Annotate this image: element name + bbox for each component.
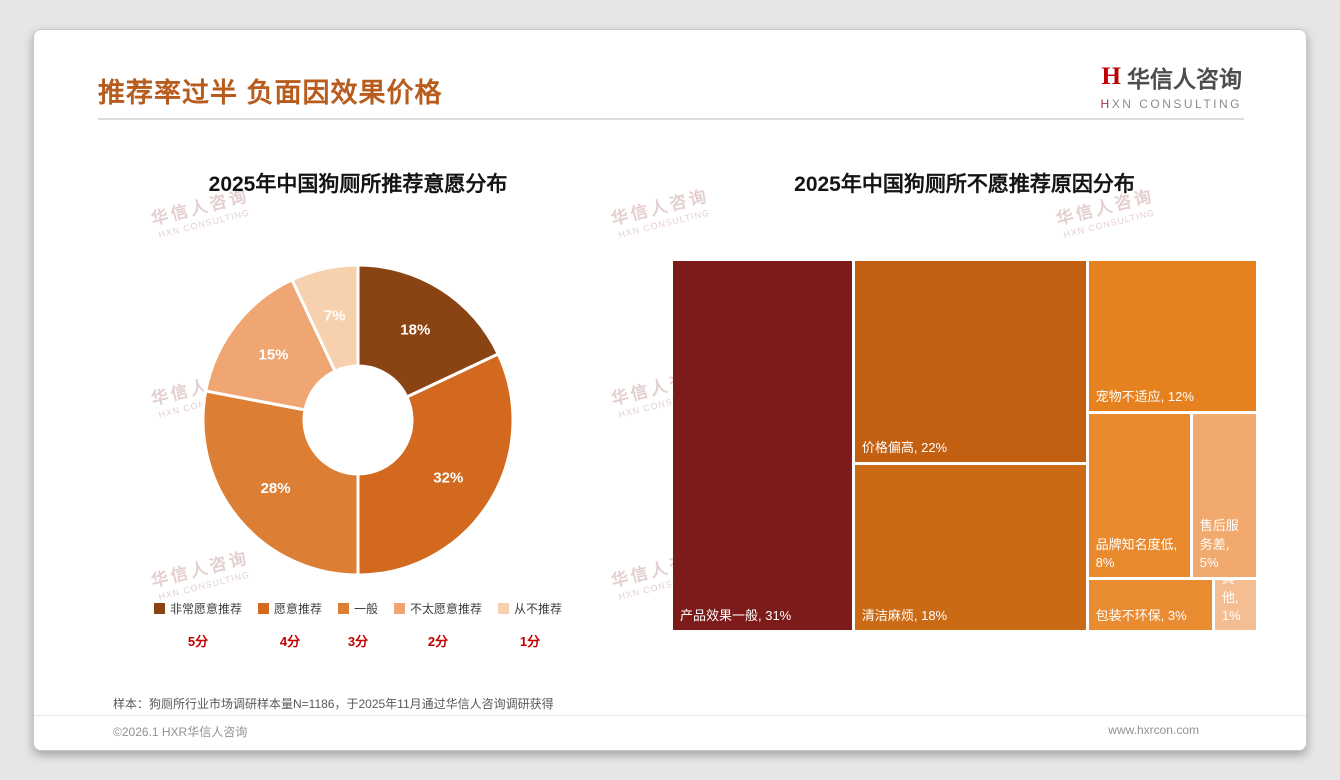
donut-value-label: 18% (400, 322, 430, 339)
footer-divider (34, 715, 1306, 716)
treemap-cell-label: 包装不环保, 3% (1095, 607, 1187, 623)
donut-value-label: 28% (261, 480, 291, 497)
donut-chart-title: 2025年中国狗厕所推荐意愿分布 (208, 173, 508, 196)
legend-col: 从不推荐 1分 (498, 600, 562, 650)
treemap-cell-cleaning: 清洁麻烦, 18% (854, 465, 1086, 630)
treemap-cell-pet-adaptation: 宠物不适应, 12% (1088, 261, 1256, 412)
treemap-cell-brand-awareness: 品牌知名度低, 8% (1088, 414, 1190, 577)
treemap-row: 品牌知名度低, 8% 售后服务差, 5% (1088, 414, 1256, 577)
legend-col: 愿意推荐 4分 (257, 600, 322, 650)
treemap-cell-price: 价格偏高, 22% (854, 261, 1086, 463)
legend-swatch (337, 603, 349, 614)
logo-en-rest: XN CONSULTING (1111, 97, 1242, 111)
legend-swatch (153, 603, 165, 614)
legend-score: 5分 (187, 634, 209, 649)
legend-score: 2分 (427, 634, 449, 649)
legend-score: 4分 (279, 634, 301, 649)
legend-item: 非常愿意推荐 (153, 600, 242, 617)
treemap-cell-label: 其他, 1% (1221, 580, 1241, 623)
donut-value-label: 15% (258, 346, 288, 363)
treemap-cell-label: 清洁麻烦, 18% (861, 607, 948, 623)
treemap-cell-packaging: 包装不环保, 3% (1088, 579, 1212, 630)
legend-swatch (394, 603, 405, 614)
logo-text-en: HXN CONSULTING (1101, 97, 1242, 111)
legend-col: 一般 3分 (337, 600, 378, 650)
page-title: 推荐率过半 负面因效果价格 (98, 78, 443, 108)
treemap-column-right: 宠物不适应, 12% 品牌知名度低, 8% 售后服务差, 5% 包装不环保, 3… (1088, 261, 1256, 630)
legend-label: 一般 (353, 602, 378, 616)
treemap-cell-other: 其他, 1% (1214, 579, 1256, 630)
legend-swatch (257, 603, 269, 614)
donut-value-label: 32% (433, 469, 463, 486)
legend-item: 愿意推荐 (257, 600, 322, 617)
legend-item: 不太愿意推荐 (394, 600, 482, 617)
donut-segment-2 (201, 389, 360, 577)
legend-label: 不太愿意推荐 (410, 602, 483, 616)
legend-score: 1分 (519, 634, 541, 649)
donut-chart: 18% 32% 28% 15% 7% (201, 263, 515, 577)
sample-note: 样本：狗厕所行业市场调研样本量N=1186，于2025年11月通过华信人咨询调研… (113, 697, 554, 711)
legend-score: 3分 (347, 634, 369, 649)
treemap-column-middle: 价格偏高, 22% 清洁麻烦, 18% (854, 261, 1086, 630)
legend-label: 从不推荐 (514, 602, 563, 616)
legend-item: 一般 (337, 600, 378, 617)
legend-item: 从不推荐 (498, 600, 562, 617)
donut-segment-4 (290, 263, 360, 374)
treemap-cell-label: 价格偏高, 22% (861, 440, 948, 456)
legend-label: 愿意推荐 (273, 602, 322, 616)
treemap-cell-label: 产品效果一般, 31% (680, 607, 792, 623)
treemap-cell-after-sales: 售后服务差, 5% (1192, 414, 1256, 577)
treemap-cell-label: 品牌知名度低, 8% (1095, 536, 1178, 570)
legend-col: 非常愿意推荐 5分 (153, 600, 242, 650)
logo-en-first: H (1100, 97, 1112, 111)
treemap-cell-effect: 产品效果一般, 31% (673, 261, 852, 630)
logo-icon: H (1101, 63, 1121, 90)
slide: 华信人咨询 HXN CONSULTING 华信人咨询 HXN CONSULTING 华信… (33, 29, 1307, 751)
website-url: www.hxrcon.com (1108, 723, 1199, 737)
donut-value-label: 7% (324, 308, 346, 325)
title-divider (98, 118, 1244, 120)
pie-legend: 非常愿意推荐 5分 愿意推荐 4分 一般 3分 不太愿意推荐 2分 (73, 600, 643, 650)
treemap-row: 包装不环保, 3% 其他, 1% (1088, 579, 1256, 630)
legend-swatch (498, 603, 510, 614)
donut-segment-0 (356, 263, 501, 400)
logo: H 华信人咨询 HXN CONSULTING (1101, 60, 1242, 111)
donut-segment-1 (356, 352, 515, 577)
legend-col: 不太愿意推荐 2分 (394, 600, 482, 650)
treemap-chart-title: 2025年中国狗厕所不愿推荐原因分布 (794, 173, 1135, 196)
copyright-text: ©2026.1 HXR华信人咨询 (113, 725, 248, 739)
treemap-chart: 产品效果一般, 31% 价格偏高, 22% 清洁麻烦, 18% 宠物不适应, 1… (673, 261, 1256, 630)
treemap-cell-label: 售后服务差, 5% (1199, 518, 1239, 570)
donut-segment-3 (203, 277, 338, 412)
treemap-cell-label: 宠物不适应, 12% (1095, 389, 1194, 405)
logo-text-cn: 华信人咨询 (1127, 66, 1242, 92)
legend-label: 非常愿意推荐 (169, 602, 242, 616)
